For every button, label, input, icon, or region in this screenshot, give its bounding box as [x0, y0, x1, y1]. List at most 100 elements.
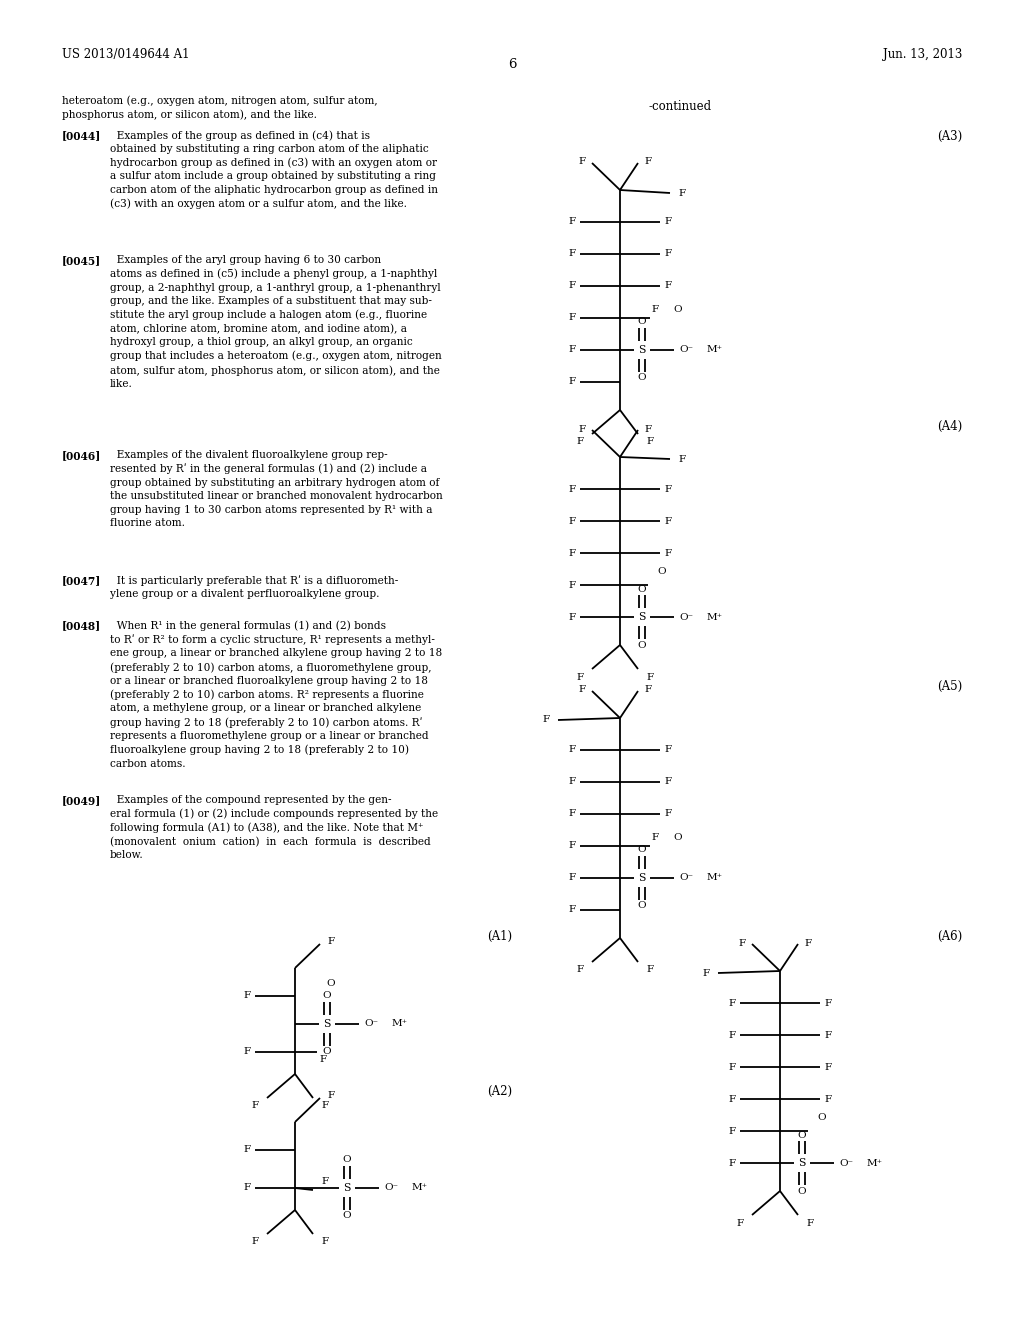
Text: S: S [799, 1158, 806, 1168]
Text: F: F [568, 842, 575, 850]
Text: F: F [736, 1218, 743, 1228]
Text: F: F [665, 549, 672, 557]
Text: (A3): (A3) [937, 129, 962, 143]
Text: O: O [343, 1212, 351, 1221]
Text: When R¹ in the general formulas (1) and (2) bonds
to Rʹ or R² to form a cyclic s: When R¹ in the general formulas (1) and … [110, 620, 442, 768]
Text: S: S [638, 873, 646, 883]
Text: F: F [322, 1238, 329, 1246]
Text: O: O [657, 566, 667, 576]
Text: O: O [638, 846, 646, 854]
Text: F: F [665, 746, 672, 755]
Text: F: F [665, 484, 672, 494]
Text: O⁻: O⁻ [679, 612, 693, 622]
Text: O: O [638, 374, 646, 383]
Text: F: F [319, 1056, 327, 1064]
Text: F: F [568, 874, 575, 883]
Text: F: F [568, 581, 575, 590]
Text: F: F [651, 833, 658, 842]
Text: M⁺: M⁺ [392, 1019, 409, 1028]
Text: F: F [738, 939, 745, 948]
Text: F: F [252, 1238, 259, 1246]
Text: F: F [646, 437, 653, 446]
Text: F: F [568, 346, 575, 355]
Text: F: F [568, 549, 575, 557]
Text: O: O [674, 833, 682, 842]
Text: O: O [327, 979, 335, 989]
Text: -continued: -continued [648, 100, 712, 114]
Text: F: F [728, 1159, 735, 1167]
Text: F: F [644, 685, 651, 694]
Text: M⁺: M⁺ [707, 612, 723, 622]
Text: F: F [577, 672, 584, 681]
Text: F: F [679, 454, 685, 463]
Text: (A5): (A5) [937, 680, 962, 693]
Text: O: O [343, 1155, 351, 1164]
Text: F: F [824, 1094, 831, 1104]
Text: US 2013/0149644 A1: US 2013/0149644 A1 [62, 48, 189, 61]
Text: F: F [568, 378, 575, 387]
Text: Examples of the compound represented by the gen-
eral formula (1) or (2) include: Examples of the compound represented by … [110, 795, 438, 861]
Text: F: F [644, 157, 651, 166]
Text: F: F [244, 1048, 251, 1056]
Text: (A6): (A6) [937, 931, 962, 942]
Text: O: O [798, 1187, 806, 1196]
Text: O⁻: O⁻ [679, 874, 693, 883]
Text: F: F [244, 991, 251, 1001]
Text: F: F [665, 777, 672, 787]
Text: F: F [651, 305, 658, 314]
Text: F: F [244, 1146, 251, 1155]
Text: F: F [665, 218, 672, 227]
Text: O⁻: O⁻ [679, 346, 693, 355]
Text: [0046]: [0046] [62, 450, 101, 461]
Text: F: F [728, 1126, 735, 1135]
Text: O⁻: O⁻ [364, 1019, 378, 1028]
Text: [0047]: [0047] [62, 576, 101, 586]
Text: F: F [644, 425, 651, 433]
Text: F: F [568, 809, 575, 818]
Text: F: F [328, 937, 335, 946]
Text: (A4): (A4) [937, 420, 962, 433]
Text: Examples of the divalent fluoroalkylene group rep-
resented by Rʹ in the general: Examples of the divalent fluoroalkylene … [110, 450, 442, 528]
Text: O: O [323, 991, 332, 1001]
Text: F: F [646, 965, 653, 974]
Text: F: F [568, 314, 575, 322]
Text: [0045]: [0045] [62, 255, 101, 267]
Text: F: F [805, 939, 812, 948]
Text: O: O [323, 1048, 332, 1056]
Text: F: F [728, 1094, 735, 1104]
Text: F: F [577, 965, 584, 974]
Text: F: F [665, 249, 672, 259]
Text: F: F [579, 685, 586, 694]
Text: F: F [568, 281, 575, 290]
Text: F: F [665, 516, 672, 525]
Text: [0049]: [0049] [62, 795, 101, 807]
Text: F: F [252, 1101, 259, 1110]
Text: Jun. 13, 2013: Jun. 13, 2013 [883, 48, 962, 61]
Text: F: F [824, 998, 831, 1007]
Text: F: F [824, 1063, 831, 1072]
Text: O: O [798, 1130, 806, 1139]
Text: F: F [328, 1092, 335, 1101]
Text: F: F [728, 1063, 735, 1072]
Text: F: F [568, 612, 575, 622]
Text: F: F [244, 1184, 251, 1192]
Text: M⁺: M⁺ [707, 346, 723, 355]
Text: F: F [807, 1218, 813, 1228]
Text: S: S [638, 345, 646, 355]
Text: F: F [646, 672, 653, 681]
Text: F: F [568, 484, 575, 494]
Text: O: O [818, 1113, 826, 1122]
Text: F: F [679, 189, 685, 198]
Text: F: F [577, 437, 584, 446]
Text: O: O [638, 585, 646, 594]
Text: S: S [324, 1019, 331, 1030]
Text: [0048]: [0048] [62, 620, 101, 631]
Text: F: F [322, 1177, 329, 1187]
Text: M⁺: M⁺ [707, 874, 723, 883]
Text: O: O [674, 305, 682, 314]
Text: F: F [568, 906, 575, 915]
Text: O⁻: O⁻ [839, 1159, 853, 1167]
Text: 6: 6 [508, 58, 516, 71]
Text: M⁺: M⁺ [867, 1159, 883, 1167]
Text: F: F [579, 157, 586, 166]
